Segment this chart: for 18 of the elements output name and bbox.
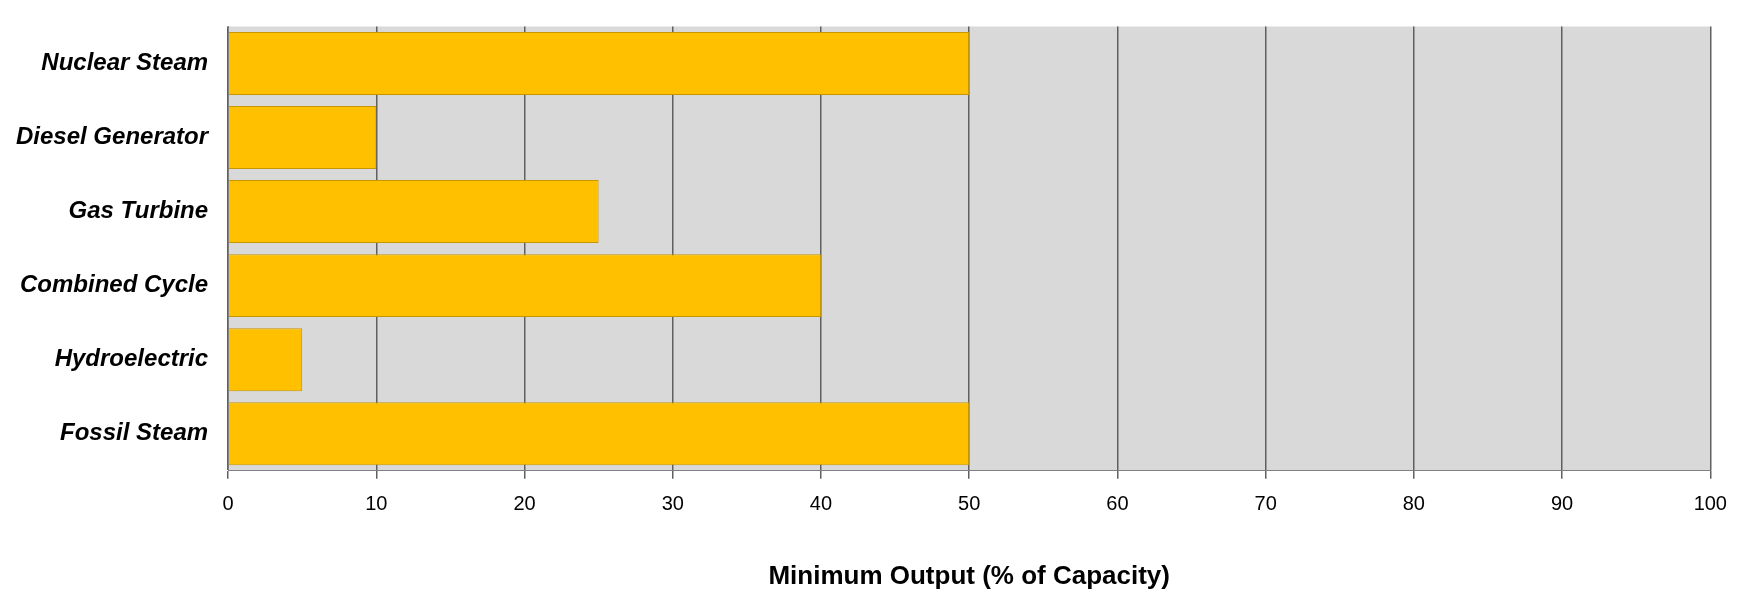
x-tick-label: 20 — [513, 492, 536, 515]
y-tick-label: Hydroelectric — [54, 344, 209, 372]
y-tick-label: Diesel Generator — [15, 122, 210, 150]
x-tick-label: 100 — [1693, 492, 1727, 515]
y-tick-label: Combined Cycle — [20, 270, 209, 298]
x-axis-title: Minimum Output (% of Capacity) — [768, 559, 1170, 590]
x-tick-label: 60 — [1106, 492, 1129, 515]
x-tick-label: 40 — [809, 492, 833, 515]
x-tick-label: 30 — [661, 492, 684, 515]
y-tick-label: Nuclear Steam — [41, 48, 209, 76]
x-tick-label: 80 — [1402, 492, 1425, 515]
y-tick-label: Gas Turbine — [68, 196, 209, 224]
x-tick-label: 70 — [1254, 492, 1277, 515]
x-tick-label: 0 — [222, 492, 234, 515]
x-tick-label: 50 — [958, 492, 981, 515]
x-tick-label: 10 — [365, 492, 388, 515]
y-tick-label: Fossil Steam — [60, 418, 209, 446]
x-tick-label: 90 — [1550, 492, 1574, 515]
